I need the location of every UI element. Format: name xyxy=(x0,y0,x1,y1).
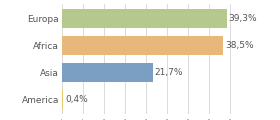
Text: 21,7%: 21,7% xyxy=(155,68,183,77)
Bar xyxy=(62,63,153,82)
Text: 39,3%: 39,3% xyxy=(229,14,257,23)
Bar xyxy=(62,9,227,28)
Text: 38,5%: 38,5% xyxy=(225,41,254,50)
Bar xyxy=(62,36,223,55)
Bar xyxy=(62,90,63,109)
Text: 0,4%: 0,4% xyxy=(65,95,88,104)
